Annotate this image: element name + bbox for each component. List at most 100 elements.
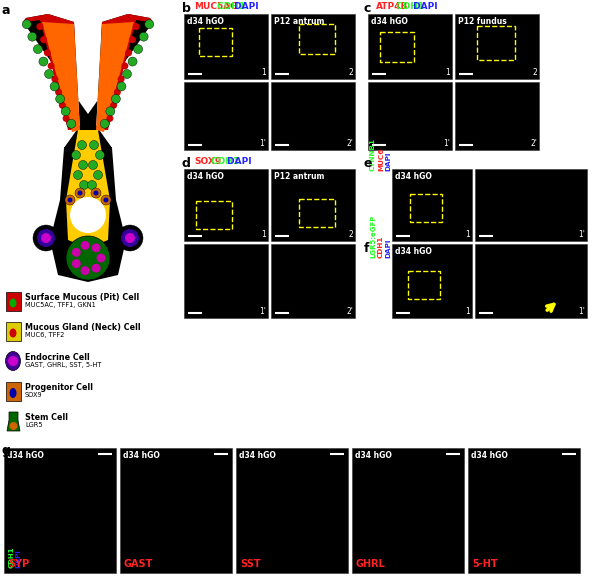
Bar: [408, 271, 440, 299]
Polygon shape: [66, 130, 110, 248]
Text: LGR5: LGR5: [25, 422, 42, 428]
Circle shape: [91, 188, 101, 198]
Text: d34 hGO: d34 hGO: [395, 172, 432, 181]
Text: d: d: [182, 157, 191, 170]
Circle shape: [81, 266, 90, 275]
Text: 1: 1: [261, 230, 266, 239]
Circle shape: [96, 151, 104, 159]
Circle shape: [67, 119, 76, 128]
Circle shape: [55, 89, 62, 96]
Circle shape: [40, 36, 47, 43]
Bar: [477, 26, 515, 60]
Circle shape: [59, 102, 66, 109]
Circle shape: [104, 197, 108, 203]
Circle shape: [44, 49, 51, 57]
Bar: [6, 382, 21, 401]
Bar: [184, 14, 268, 79]
Circle shape: [87, 181, 96, 189]
Circle shape: [107, 115, 113, 122]
Circle shape: [93, 190, 99, 196]
Text: CDH1: CDH1: [393, 2, 424, 11]
Text: 5-HT: 5-HT: [472, 559, 498, 569]
Circle shape: [78, 141, 87, 149]
Circle shape: [114, 89, 121, 96]
Text: CDH1: CDH1: [378, 235, 384, 258]
Bar: [120, 448, 232, 573]
Circle shape: [79, 181, 88, 189]
Bar: [271, 244, 355, 318]
Circle shape: [112, 95, 121, 103]
Text: f: f: [364, 242, 370, 255]
Text: DAPI: DAPI: [385, 238, 391, 258]
Text: CDH1: CDH1: [215, 2, 245, 11]
Bar: [299, 24, 335, 54]
Text: CDH1: CDH1: [9, 546, 15, 568]
Text: LGR5:eGFP: LGR5:eGFP: [370, 215, 376, 258]
Text: d34 hGO: d34 hGO: [239, 451, 276, 460]
Circle shape: [125, 233, 135, 243]
Circle shape: [133, 23, 139, 30]
Circle shape: [72, 248, 81, 257]
Circle shape: [10, 422, 18, 430]
Bar: [236, 448, 348, 573]
Text: DAPI: DAPI: [231, 2, 259, 11]
Text: 1': 1': [578, 230, 585, 239]
Circle shape: [145, 20, 154, 29]
Bar: [475, 244, 587, 318]
Text: d34 hGO: d34 hGO: [123, 451, 160, 460]
Circle shape: [92, 264, 101, 273]
Text: e: e: [364, 157, 373, 170]
Circle shape: [36, 23, 44, 30]
Circle shape: [125, 49, 132, 57]
Text: GAST, GHRL, SST, 5-HT: GAST, GHRL, SST, 5-HT: [25, 362, 101, 368]
Text: P12 antrum: P12 antrum: [274, 17, 324, 26]
Circle shape: [92, 243, 101, 252]
Circle shape: [33, 44, 42, 54]
Text: SST: SST: [240, 559, 261, 569]
Polygon shape: [96, 22, 134, 132]
Text: P12 fundus: P12 fundus: [458, 17, 507, 26]
Text: 2: 2: [532, 68, 537, 77]
Circle shape: [44, 69, 53, 78]
Text: GHRL: GHRL: [356, 559, 386, 569]
Bar: [271, 14, 355, 79]
Circle shape: [37, 229, 55, 247]
Circle shape: [117, 225, 143, 251]
Text: d34 hGO: d34 hGO: [187, 172, 224, 181]
Bar: [184, 82, 268, 150]
Bar: [380, 32, 414, 62]
Text: b: b: [182, 2, 191, 15]
Circle shape: [70, 197, 106, 233]
Circle shape: [79, 160, 87, 170]
Circle shape: [56, 95, 65, 103]
Circle shape: [22, 20, 32, 29]
Bar: [410, 194, 442, 222]
Circle shape: [121, 62, 128, 69]
Text: 1': 1': [259, 307, 266, 316]
Circle shape: [66, 236, 110, 280]
Bar: [6, 322, 21, 341]
Circle shape: [96, 253, 105, 263]
Text: d34 hGO: d34 hGO: [355, 451, 392, 460]
Text: P12 antrum: P12 antrum: [274, 172, 324, 181]
Circle shape: [129, 36, 136, 43]
Bar: [184, 244, 268, 318]
Text: MUC5AC, TFF1, GKN1: MUC5AC, TFF1, GKN1: [25, 302, 96, 308]
Text: 1: 1: [465, 230, 470, 239]
Text: DAPI: DAPI: [410, 2, 438, 11]
Text: MUC6, TFF2: MUC6, TFF2: [25, 332, 64, 338]
Bar: [199, 28, 232, 56]
Text: 1: 1: [465, 307, 470, 316]
Text: DAPI: DAPI: [224, 157, 252, 166]
Circle shape: [122, 69, 132, 78]
Text: SOX9: SOX9: [25, 392, 42, 398]
Circle shape: [52, 76, 58, 83]
Text: 2': 2': [346, 307, 353, 316]
Circle shape: [67, 197, 73, 203]
Bar: [368, 82, 452, 150]
Text: DAPI: DAPI: [385, 152, 391, 171]
Polygon shape: [23, 14, 78, 130]
Circle shape: [110, 102, 117, 109]
Text: ATP4B: ATP4B: [376, 2, 408, 11]
Text: CDH1: CDH1: [207, 157, 239, 166]
